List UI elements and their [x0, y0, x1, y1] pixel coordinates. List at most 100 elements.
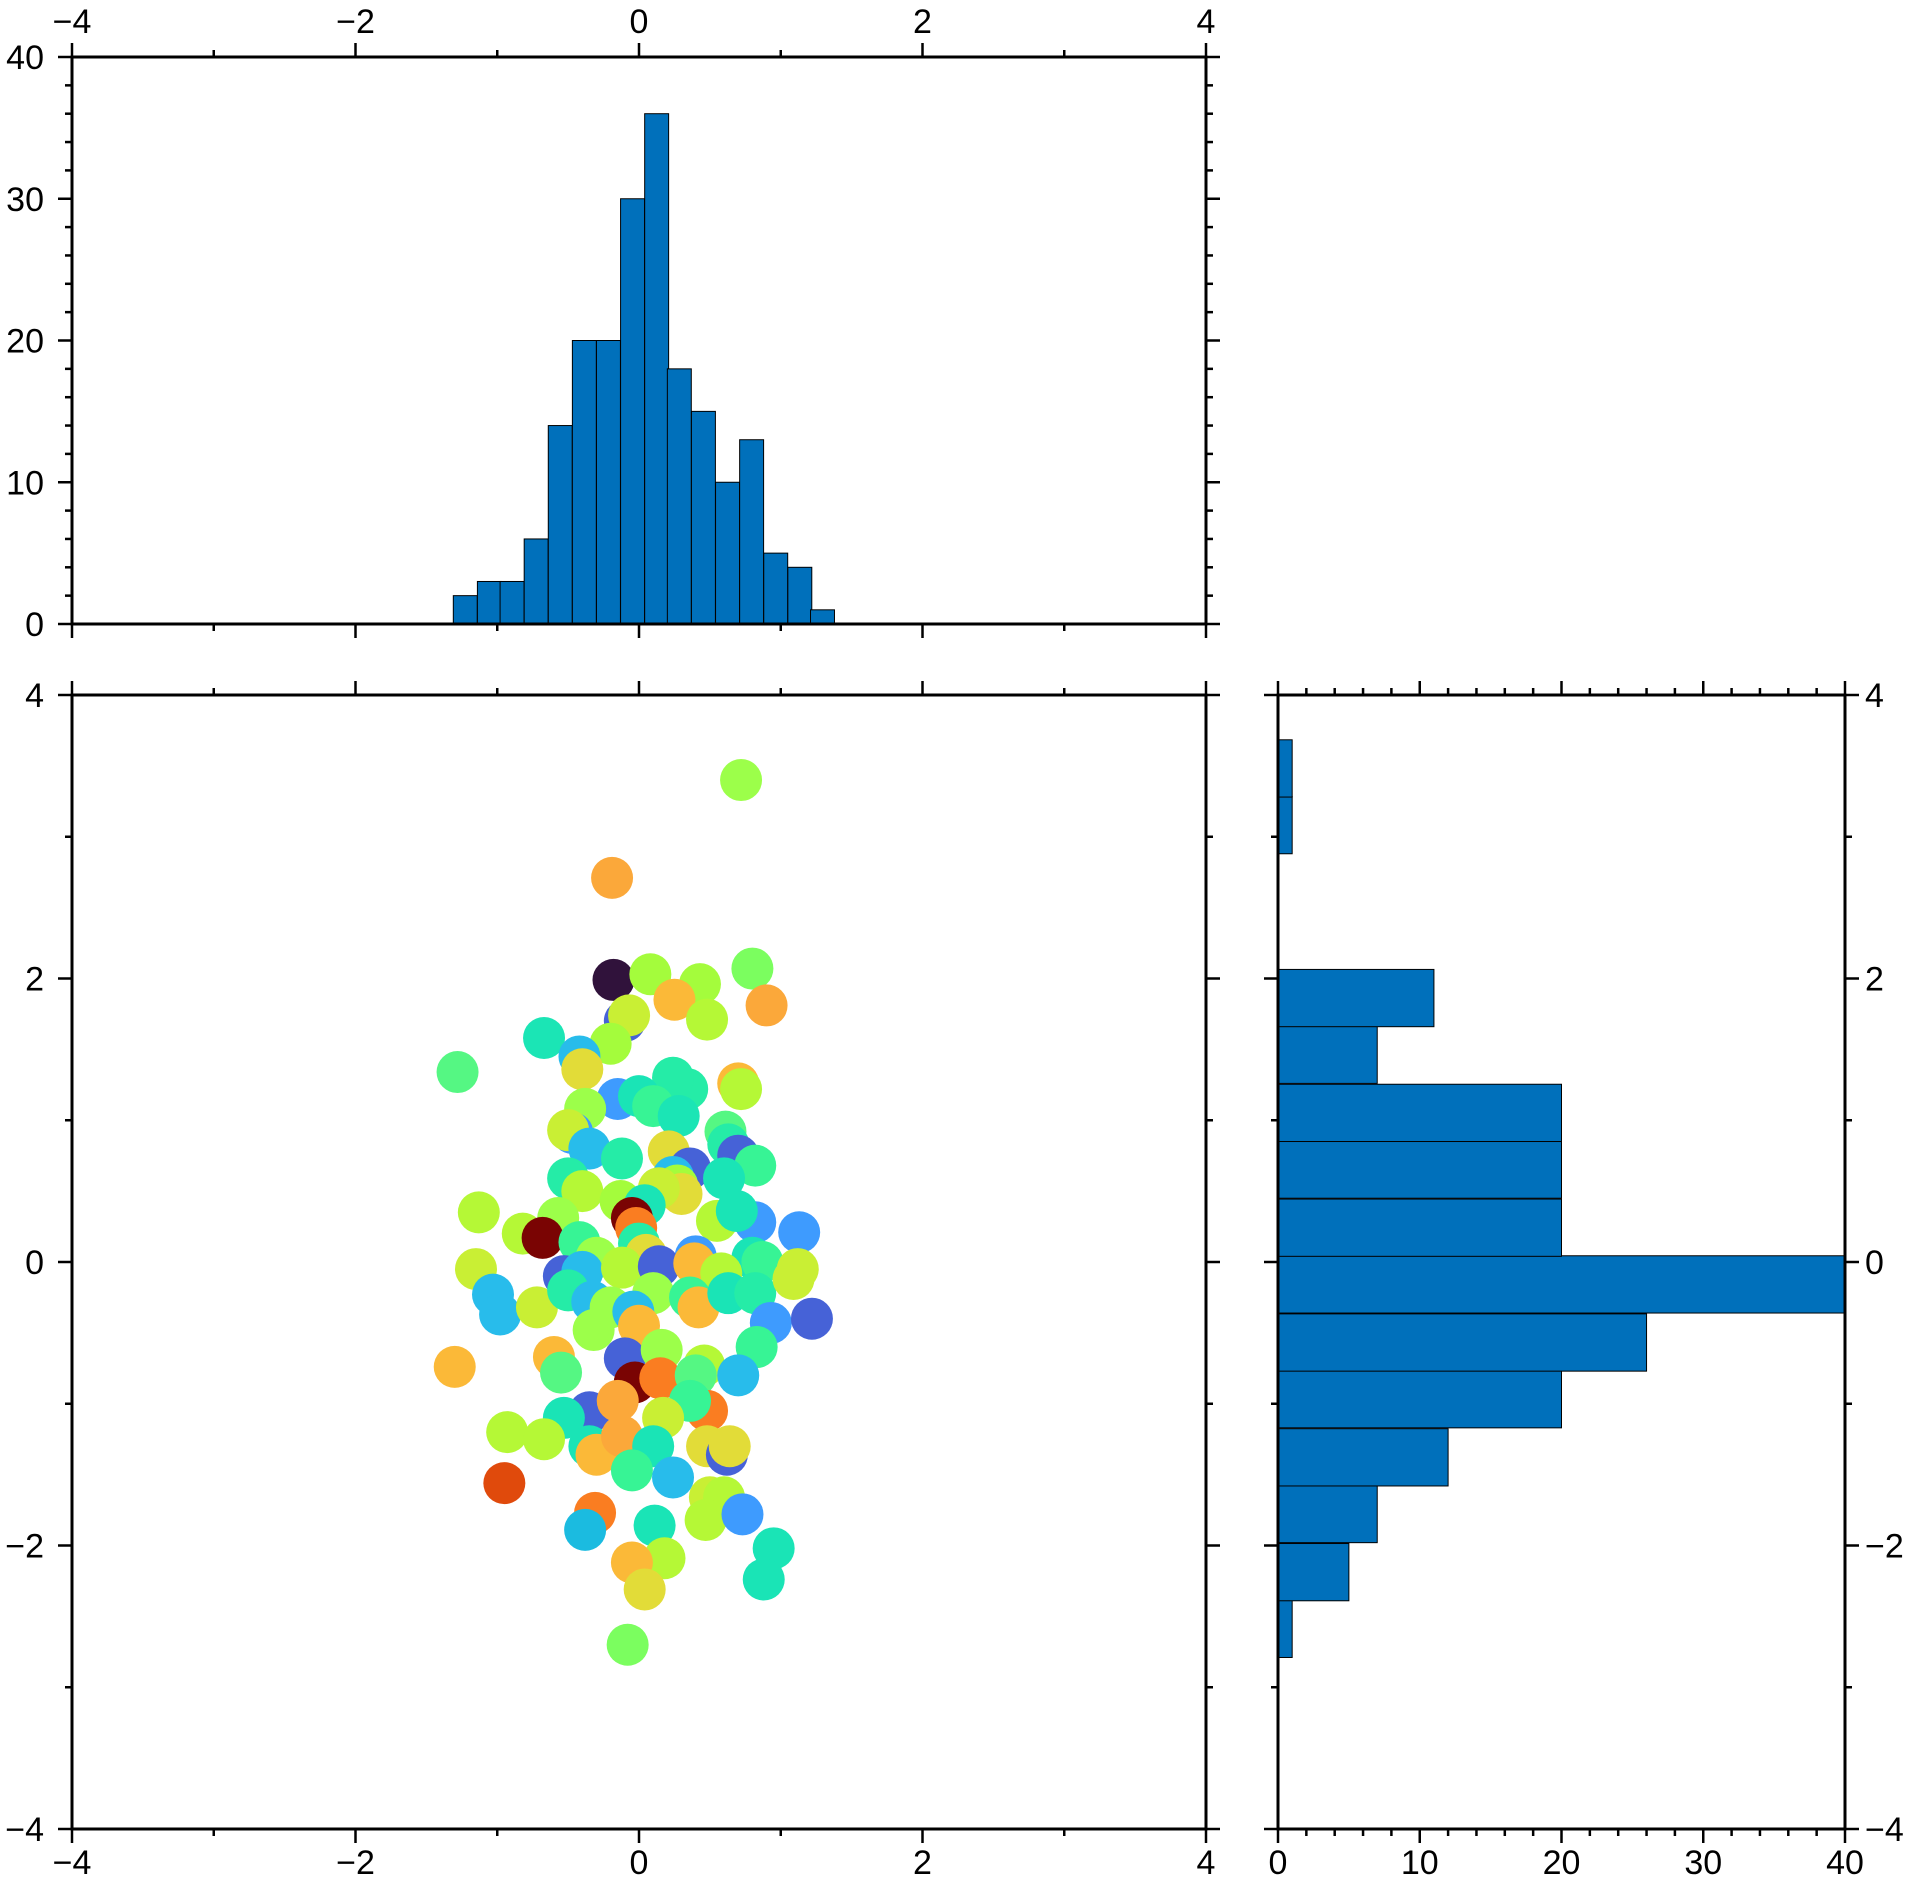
scatter-point-24 [657, 1094, 700, 1137]
scatter-point-119 [721, 1493, 764, 1536]
top-xtick-label: 4 [1197, 3, 1216, 41]
top-hist-bar-1 [476, 580, 502, 625]
scatter-point-70 [479, 1293, 522, 1336]
scatter-point-6 [745, 984, 788, 1027]
scatter-point-14 [436, 1051, 479, 1094]
right-hist-bar-4 [1277, 1370, 1562, 1429]
scatter-point-1 [591, 856, 634, 899]
scatter-point-118 [684, 1498, 727, 1541]
right-hist-bar-3 [1277, 1428, 1449, 1487]
scatter-point-44 [457, 1191, 500, 1234]
top-ytick-label: 0 [25, 606, 44, 644]
main-xtick-label: 4 [1197, 1844, 1216, 1882]
top-hist-bar-4 [547, 425, 573, 625]
right-xtick-label: 0 [1269, 1844, 1288, 1882]
main-scatter-panel: −4 −2 0 2 4 −4 −2 0 2 4 [5, 677, 1220, 1882]
top-hist-bar-7 [620, 198, 646, 625]
right-hist-bar-6 [1277, 1255, 1846, 1314]
right-ytick-label: −2 [1865, 1528, 1904, 1566]
top-ytick-label: 30 [6, 181, 44, 219]
scatter-point-123 [643, 1537, 686, 1580]
top-hist-bar-6 [595, 340, 621, 625]
scatter-point-88 [540, 1351, 583, 1394]
top-xtick-label: 0 [630, 3, 649, 41]
scatter-point-31 [600, 1137, 643, 1180]
scatter-point-49 [715, 1189, 758, 1232]
scatter-point-10 [686, 998, 729, 1041]
right-hist-bar-9 [1277, 1083, 1562, 1143]
top-histogram-ticks [58, 43, 1220, 638]
main-scatter-ticks [58, 681, 1220, 1843]
top-ytick-label: 20 [6, 323, 44, 361]
right-xtick-label: 20 [1543, 1844, 1581, 1882]
scatter-point-112 [483, 1462, 526, 1505]
scatter-point-120 [564, 1508, 607, 1551]
right-histogram-tick-labels: 0 10 20 30 40−4 −2 0 2 4 [1269, 677, 1904, 1882]
right-xtick-label: 40 [1826, 1844, 1864, 1882]
scatter-point-127 [606, 1623, 649, 1666]
scatter-point-52 [521, 1216, 564, 1259]
right-hist-bar-8 [1277, 1140, 1562, 1199]
top-hist-bar-0 [452, 595, 478, 625]
main-ytick-label: −2 [5, 1528, 44, 1566]
top-hist-bar-11 [715, 481, 741, 625]
scatter-point-125 [623, 1568, 666, 1611]
main-scatter-tick-labels: −4 −2 0 2 4 −4 −2 0 2 4 [5, 677, 1215, 1882]
right-hist-bar-13 [1277, 739, 1293, 798]
scatter-point-95 [639, 1357, 682, 1400]
right-hist-bar-2 [1277, 1484, 1378, 1544]
scatter-point-84 [572, 1309, 615, 1352]
top-xtick-label: −2 [336, 3, 375, 41]
right-histogram-bars [1277, 739, 1846, 1658]
top-hist-bar-10 [690, 410, 716, 625]
main-ytick-label: 4 [25, 677, 44, 715]
scatter-point-15 [561, 1048, 604, 1091]
right-hist-bar-12 [1277, 795, 1293, 855]
scatter-point-64 [600, 1246, 643, 1289]
scatter-point-41 [561, 1170, 604, 1213]
top-xtick-label: 2 [913, 3, 932, 41]
top-hist-bar-15 [810, 609, 835, 625]
right-ytick-label: 2 [1865, 961, 1884, 999]
right-hist-bar-10 [1277, 1025, 1378, 1084]
scatter-point-93 [717, 1354, 760, 1397]
top-hist-bar-5 [571, 340, 597, 625]
scatter-point-35 [703, 1157, 746, 1200]
top-hist-bar-9 [666, 368, 692, 625]
scatter-point-113 [610, 1449, 653, 1492]
scatter-point-121 [633, 1504, 676, 1547]
top-hist-bar-12 [739, 439, 765, 625]
scatter-point-103 [486, 1411, 529, 1454]
right-ytick-label: 0 [1865, 1244, 1884, 1282]
right-hist-bar-0 [1277, 1599, 1293, 1658]
top-histogram-bars [452, 113, 835, 625]
top-hist-bar-13 [763, 552, 789, 625]
scatter-point-71 [515, 1286, 558, 1329]
scatter-point-2 [592, 958, 635, 1001]
main-xtick-label: 0 [630, 1844, 649, 1882]
main-ytick-label: −4 [5, 1811, 44, 1849]
scatter-point-114 [652, 1456, 695, 1499]
scatter-point-29 [568, 1127, 611, 1170]
top-hist-bar-2 [499, 580, 525, 625]
top-hist-bar-3 [523, 538, 549, 625]
right-histogram-ticks [1264, 681, 1859, 1843]
main-ytick-label: 2 [25, 961, 44, 999]
main-ytick-label: 0 [25, 1244, 44, 1282]
right-histogram-panel: 0 10 20 30 40−4 −2 0 2 4 [1264, 677, 1904, 1882]
top-ytick-label: 10 [6, 464, 44, 502]
top-xtick-label: −4 [53, 3, 92, 41]
main-xtick-label: −4 [53, 1844, 92, 1882]
top-hist-bar-14 [787, 566, 813, 625]
scatter-point-50 [778, 1211, 821, 1254]
scatter-point-83 [790, 1297, 833, 1340]
scatter-point-5 [731, 947, 774, 990]
top-ytick-label: 40 [6, 39, 44, 77]
scatter-point-7 [653, 978, 696, 1021]
right-hist-bar-7 [1277, 1198, 1562, 1257]
scatter-point-11 [523, 1017, 566, 1060]
scatter-point-98 [596, 1379, 639, 1422]
